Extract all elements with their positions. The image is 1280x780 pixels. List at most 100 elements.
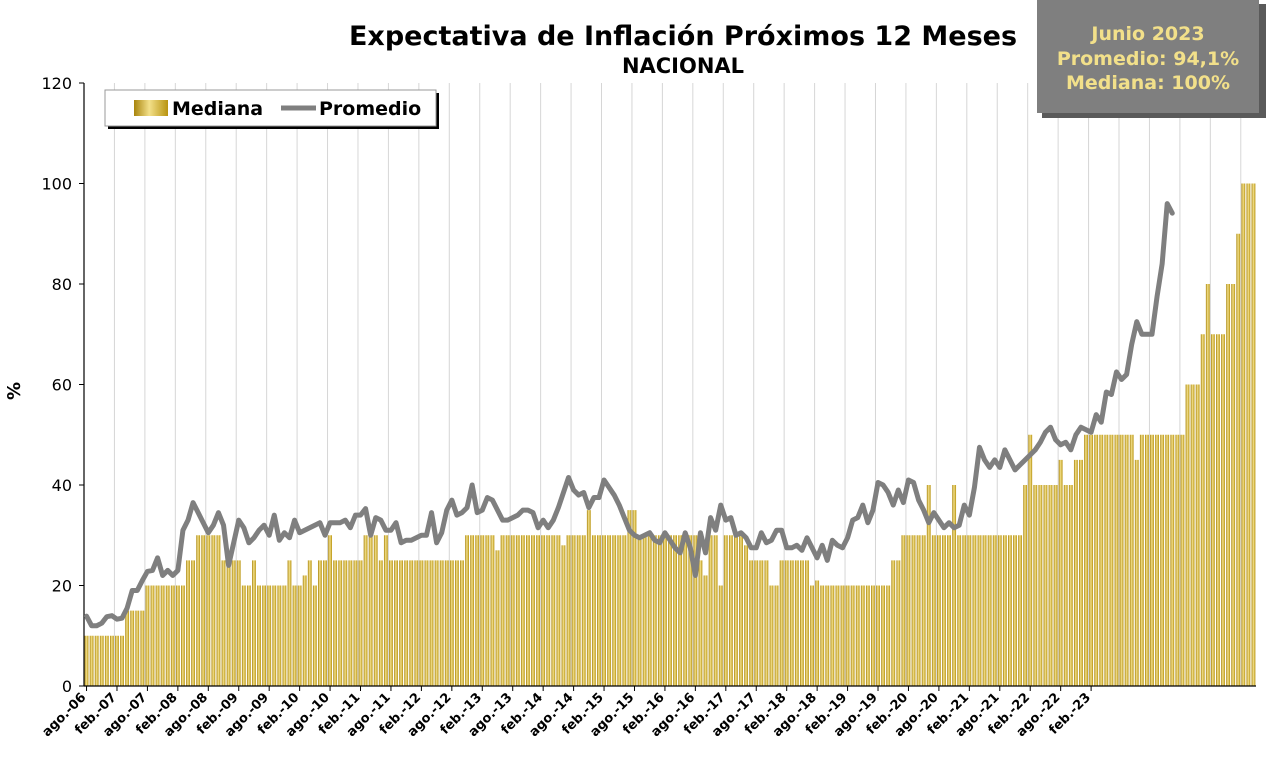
mediana-bar <box>257 585 261 686</box>
mediana-bar <box>109 635 114 686</box>
mediana-bar <box>586 510 591 686</box>
mediana-bar <box>627 510 632 686</box>
legend-mediana-label: Mediana <box>172 98 263 120</box>
mediana-bar <box>1109 434 1114 686</box>
y-tick-label: 0 <box>62 677 72 696</box>
mediana-bar <box>668 535 672 686</box>
mediana-bar <box>718 585 723 686</box>
mediana-bar <box>642 535 647 686</box>
mediana-bar <box>181 585 185 686</box>
y-tick-label: 120 <box>41 74 72 93</box>
mediana-bar <box>992 535 997 686</box>
mediana-bar <box>997 535 1002 686</box>
mediana-bar <box>104 635 109 686</box>
mediana-bar <box>825 585 830 686</box>
x-ticks: ago.-06feb.-07ago.-07feb.-08ago.-08feb.-… <box>40 686 1094 740</box>
y-tick-label: 20 <box>52 577 72 596</box>
gridlines <box>83 83 1242 686</box>
mediana-bar <box>886 585 891 686</box>
mediana-bar <box>460 560 464 686</box>
mediana-bar <box>409 560 414 686</box>
mediana-bar <box>942 535 946 686</box>
mediana-bar <box>962 535 967 686</box>
mediana-bar <box>1079 459 1083 686</box>
mediana-bar <box>94 635 99 686</box>
mediana-bar <box>617 535 622 686</box>
mediana-bar <box>957 535 962 686</box>
mediana-bar <box>333 560 338 686</box>
mediana-bar <box>632 510 637 686</box>
mediana-bar <box>865 585 870 686</box>
mediana-bar <box>307 560 312 686</box>
mediana-bar <box>267 585 272 686</box>
mediana-bar <box>302 575 307 686</box>
mediana-bar <box>465 535 469 686</box>
mediana-bar <box>135 610 140 686</box>
mediana-bar <box>120 635 124 686</box>
mediana-bar <box>485 535 490 686</box>
mediana-bar <box>850 585 855 686</box>
mediana-bar <box>394 560 398 686</box>
mediana-bar <box>662 535 667 686</box>
mediana-bar <box>982 535 987 686</box>
mediana-bar <box>576 535 581 686</box>
mediana-bar <box>531 535 535 686</box>
mediana-bar <box>855 585 860 686</box>
mediana-bar <box>1210 334 1215 686</box>
mediana-bar <box>505 535 510 686</box>
mediana-bar <box>1246 183 1251 686</box>
mediana-bar <box>936 535 941 686</box>
mediana-bar <box>150 585 155 686</box>
mediana-bar <box>607 535 612 686</box>
mediana-bar <box>683 535 688 686</box>
legend-promedio-label: Promedio <box>319 98 421 120</box>
mediana-bar <box>1008 535 1012 686</box>
mediana-bar <box>1114 434 1119 686</box>
mediana-bar <box>830 585 835 686</box>
mediana-bar <box>155 585 160 686</box>
mediana-bar <box>1221 334 1225 686</box>
mediana-bar <box>424 560 429 686</box>
mediana-bar <box>972 535 977 686</box>
mediana-bar <box>647 535 652 686</box>
mediana-bar <box>698 560 703 686</box>
mediana-bar <box>170 585 175 686</box>
mediana-bar <box>581 535 586 686</box>
mediana-bar <box>297 585 302 686</box>
mediana-bar <box>353 560 358 686</box>
mediana-bar <box>703 575 708 686</box>
mediana-bar <box>186 560 190 686</box>
mediana-bar <box>734 535 738 686</box>
mediana-bar <box>977 535 982 686</box>
mediana-bar <box>597 535 601 686</box>
mediana-bar <box>1033 485 1038 686</box>
mediana-bar <box>1200 334 1205 686</box>
mediana-bar <box>317 560 322 686</box>
mediana-bar <box>1160 434 1165 686</box>
mediana-bar <box>1058 459 1063 686</box>
mediana-bar <box>1195 384 1200 686</box>
mediana-bar <box>480 535 485 686</box>
mediana-bar <box>1089 434 1094 686</box>
mediana-bar <box>678 535 683 686</box>
mediana-bar <box>652 535 657 686</box>
mediana-bar <box>657 535 662 686</box>
mediana-bar <box>1048 485 1053 686</box>
mediana-bar <box>454 560 459 686</box>
mediana-bar <box>1155 434 1159 686</box>
mediana-bar <box>789 560 794 686</box>
mediana-bar <box>637 535 642 686</box>
mediana-bar <box>439 560 444 686</box>
mediana-bar <box>272 585 277 686</box>
mediana-bar <box>99 635 104 686</box>
mediana-bar <box>906 535 911 686</box>
mediana-bar <box>221 560 226 686</box>
mediana-bar <box>1043 485 1048 686</box>
y-tick-label: 80 <box>52 275 72 294</box>
chart-title: Expectativa de Inflación Próximos 12 Mes… <box>349 21 1017 52</box>
mediana-bar <box>764 560 769 686</box>
info-box: Junio 2023 Promedio: 94,1% Mediana: 100% <box>1037 0 1266 118</box>
mediana-bar <box>805 560 809 686</box>
mediana-bar <box>292 585 297 686</box>
mediana-bar <box>145 585 150 686</box>
